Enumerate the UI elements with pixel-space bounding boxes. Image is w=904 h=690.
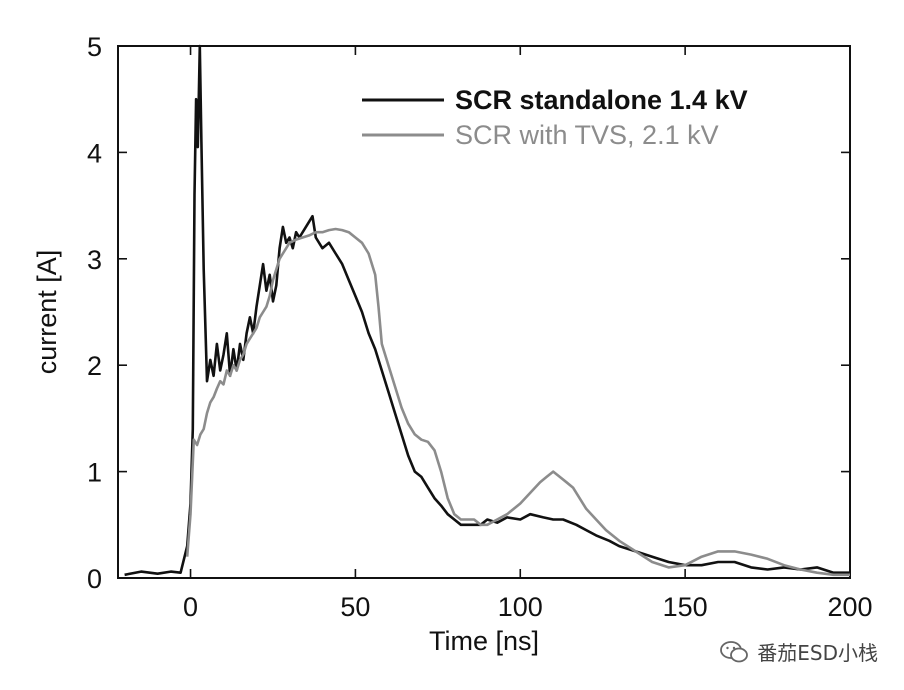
legend-label-0: SCR standalone 1.4 kV [455,85,748,115]
legend: SCR standalone 1.4 kV SCR with TVS, 2.1 k… [362,85,748,150]
watermark-text: 番茄ESD小栈 [757,641,878,665]
y-tick-label: 1 [87,458,102,488]
y-tick-label: 0 [87,564,102,594]
ticks [118,45,851,579]
x-axis-title: Time [ns] [429,626,539,656]
wechat-icon [720,640,749,662]
series-layer [124,44,850,577]
y-tick-label: 3 [87,245,102,275]
x-tick-label: 200 [827,592,872,622]
plot-frame [117,45,851,579]
y-tick-label: 2 [87,351,102,381]
series-line-1 [185,227,850,577]
x-tick-label: 50 [340,592,370,622]
legend-label-1: SCR with TVS, 2.1 kV [455,120,719,150]
y-axis-title: current [A] [32,250,62,375]
y-tick-label: 4 [87,138,102,168]
y-tick-label: 5 [87,32,102,62]
series-line-0 [124,44,850,577]
x-tick-label: 100 [498,592,543,622]
watermark: 番茄ESD小栈 [719,637,878,666]
x-tick-label: 150 [663,592,708,622]
x-tick-label: 0 [183,592,198,622]
tick-labels: 0 50 100 150 200 0 1 2 3 4 5 [87,32,873,622]
